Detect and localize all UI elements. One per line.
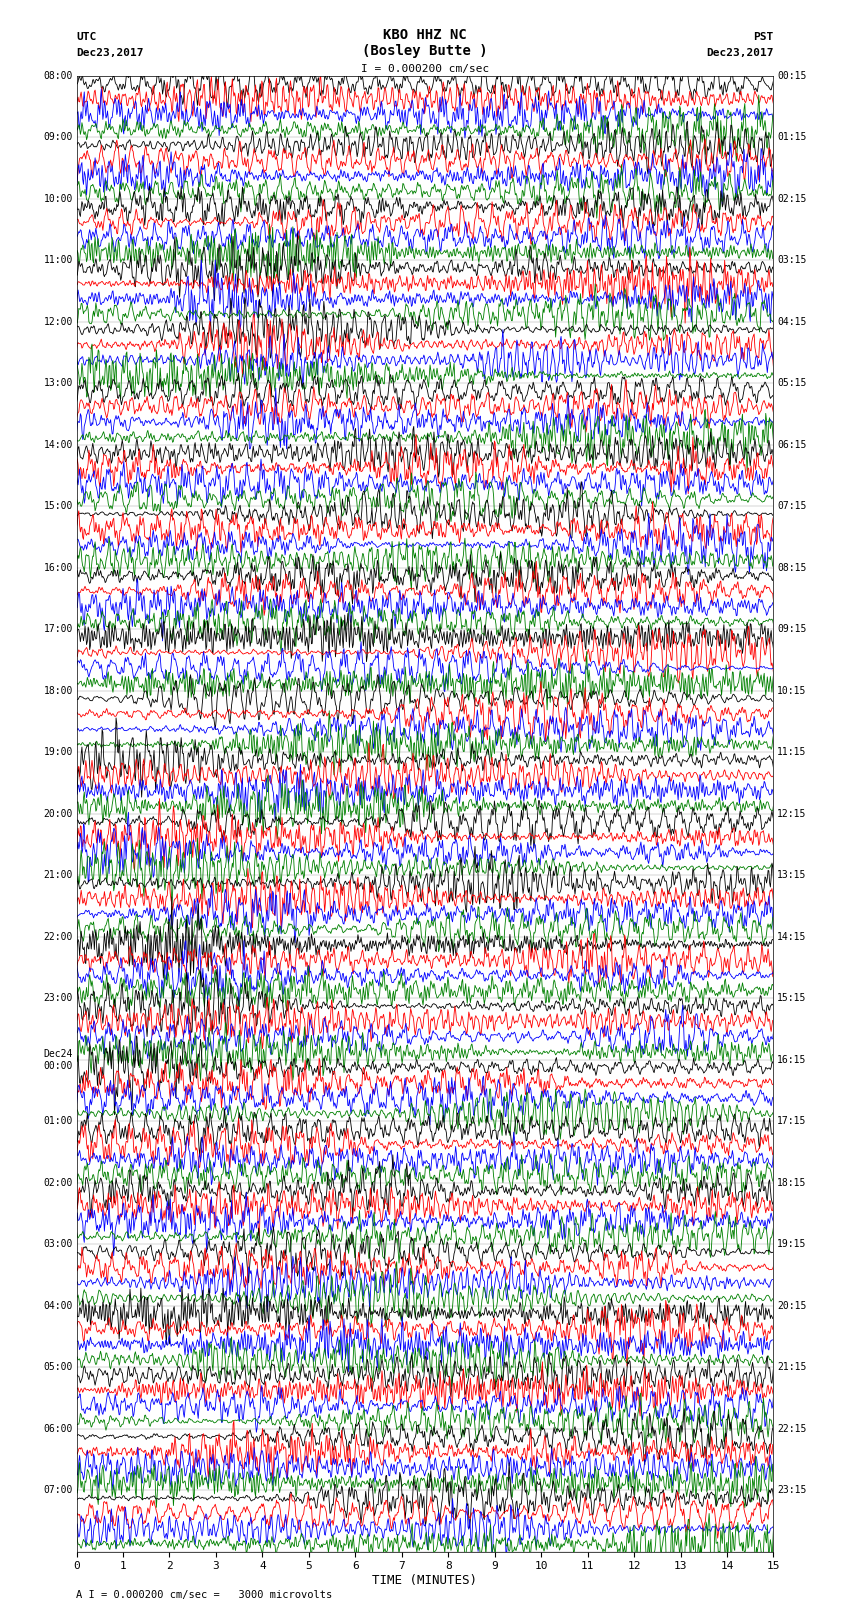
Text: 19:00: 19:00: [43, 747, 73, 756]
Text: 10:00: 10:00: [43, 194, 73, 203]
Text: 11:00: 11:00: [43, 255, 73, 265]
Text: 16:00: 16:00: [43, 563, 73, 573]
Text: (Bosley Butte ): (Bosley Butte ): [362, 44, 488, 58]
X-axis label: TIME (MINUTES): TIME (MINUTES): [372, 1574, 478, 1587]
Text: 18:15: 18:15: [777, 1177, 807, 1187]
Text: 15:15: 15:15: [777, 994, 807, 1003]
Text: 17:00: 17:00: [43, 624, 73, 634]
Text: 07:00: 07:00: [43, 1486, 73, 1495]
Text: 16:15: 16:15: [777, 1055, 807, 1065]
Text: 13:00: 13:00: [43, 379, 73, 389]
Text: UTC: UTC: [76, 32, 97, 42]
Text: 12:15: 12:15: [777, 808, 807, 819]
Text: 06:15: 06:15: [777, 440, 807, 450]
Text: 07:15: 07:15: [777, 502, 807, 511]
Text: 17:15: 17:15: [777, 1116, 807, 1126]
Text: 09:15: 09:15: [777, 624, 807, 634]
Text: 06:00: 06:00: [43, 1424, 73, 1434]
Text: 13:15: 13:15: [777, 871, 807, 881]
Text: 02:15: 02:15: [777, 194, 807, 203]
Text: 04:00: 04:00: [43, 1300, 73, 1311]
Text: 03:15: 03:15: [777, 255, 807, 265]
Text: 20:15: 20:15: [777, 1300, 807, 1311]
Text: 12:00: 12:00: [43, 316, 73, 327]
Text: 05:00: 05:00: [43, 1363, 73, 1373]
Text: 04:15: 04:15: [777, 316, 807, 327]
Text: 02:00: 02:00: [43, 1177, 73, 1187]
Text: 01:00: 01:00: [43, 1116, 73, 1126]
Text: 19:15: 19:15: [777, 1239, 807, 1248]
Text: 23:15: 23:15: [777, 1486, 807, 1495]
Text: KBO HHZ NC: KBO HHZ NC: [383, 27, 467, 42]
Text: A I = 0.000200 cm/sec =   3000 microvolts: A I = 0.000200 cm/sec = 3000 microvolts: [76, 1590, 332, 1600]
Text: 14:00: 14:00: [43, 440, 73, 450]
Text: 09:00: 09:00: [43, 132, 73, 142]
Text: 01:15: 01:15: [777, 132, 807, 142]
Text: Dec24
00:00: Dec24 00:00: [43, 1048, 73, 1071]
Text: 03:00: 03:00: [43, 1239, 73, 1248]
Text: 18:00: 18:00: [43, 686, 73, 695]
Text: PST: PST: [753, 32, 774, 42]
Text: 21:00: 21:00: [43, 871, 73, 881]
Text: 00:15: 00:15: [777, 71, 807, 81]
Text: 08:15: 08:15: [777, 563, 807, 573]
Text: I = 0.000200 cm/sec: I = 0.000200 cm/sec: [361, 65, 489, 74]
Text: 15:00: 15:00: [43, 502, 73, 511]
Text: 10:15: 10:15: [777, 686, 807, 695]
Text: 20:00: 20:00: [43, 808, 73, 819]
Text: 05:15: 05:15: [777, 379, 807, 389]
Text: 21:15: 21:15: [777, 1363, 807, 1373]
Text: 14:15: 14:15: [777, 932, 807, 942]
Text: 23:00: 23:00: [43, 994, 73, 1003]
Text: 08:00: 08:00: [43, 71, 73, 81]
Text: 11:15: 11:15: [777, 747, 807, 756]
Text: Dec23,2017: Dec23,2017: [76, 48, 144, 58]
Text: 22:15: 22:15: [777, 1424, 807, 1434]
Text: Dec23,2017: Dec23,2017: [706, 48, 774, 58]
Text: 22:00: 22:00: [43, 932, 73, 942]
